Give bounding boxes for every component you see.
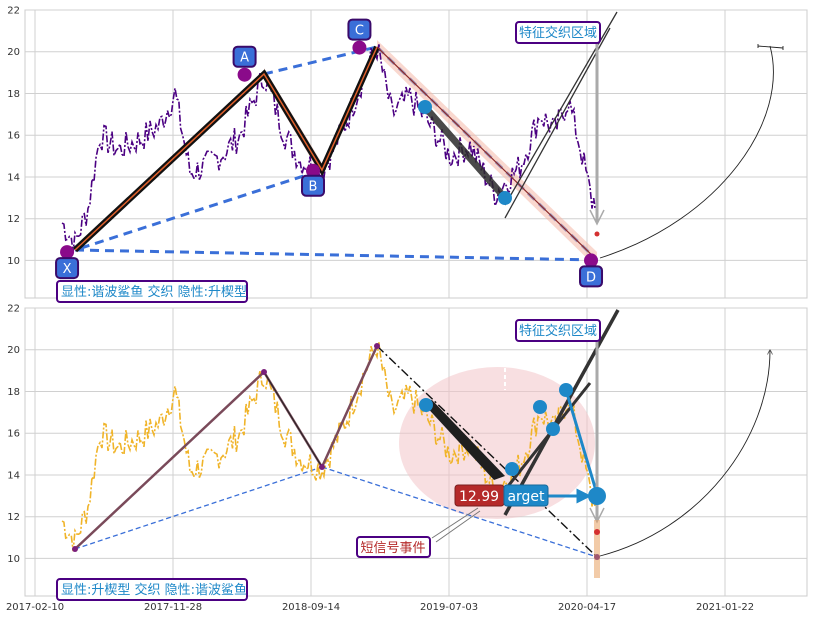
top-cd-line: [376, 46, 598, 261]
top-zone-arrowhead: [589, 209, 605, 226]
pattern-point-label: C: [355, 24, 364, 39]
y-tick-label: 20: [7, 47, 20, 58]
y-tick-label: 10: [7, 256, 20, 267]
bottom-channel-band: [422, 400, 505, 480]
top-zigzag-inner: [74, 46, 378, 251]
pattern-point-badge: [347, 18, 372, 41]
bottom-signal-text: arget: [507, 489, 545, 505]
x-tick-label: 2017-02-10: [6, 602, 64, 613]
bottom-stop-band: [594, 520, 600, 578]
bottom-bd-dashed: [321, 466, 598, 558]
y-tick-label: 14: [7, 172, 20, 183]
x-tick-label: 2018-09-14: [282, 602, 340, 613]
top-zone-label-box: [515, 21, 601, 44]
top-panel-frame: [24, 9, 808, 299]
x-tick-label: 2021-01-22: [696, 602, 754, 613]
y-tick-label: 12: [7, 512, 20, 523]
bottom-ab-thin: [263, 371, 323, 468]
bottom-zone-label-box: [515, 319, 601, 342]
top-d-red-dot: [594, 231, 600, 237]
bottom-label-text: 显性:升楔型 交织 隐性:谐波鲨鱼: [61, 582, 247, 598]
y-tick-label: 22: [7, 304, 20, 315]
top-triangle-xab: [73, 71, 325, 252]
top-label-text: 显性:谐波鲨鱼 交织 隐性:升楔型: [61, 284, 247, 300]
top-projection-cap: [757, 44, 784, 50]
pattern-point-badge: [232, 45, 257, 68]
y-tick-label: 16: [7, 131, 20, 142]
pattern-point-label: A: [240, 51, 249, 66]
pattern-point-label: D: [586, 270, 596, 285]
pattern-point-badge: [579, 265, 604, 288]
y-tick-label: 12: [7, 214, 20, 225]
bottom-projection-arc: [599, 350, 770, 557]
pattern-point-badge: [55, 257, 80, 280]
top-channel-start: [418, 100, 432, 114]
x-tick-labels: 2017-02-10 2017-11-28 2018-09-14 2019-07-03…: [6, 602, 754, 613]
top-channel-end: [498, 191, 512, 205]
y-tick-label: 18: [7, 387, 20, 398]
y-tick-label: 20: [7, 345, 20, 356]
top-y-tick-labels: 10 12 14 16 18 20 22: [7, 6, 20, 267]
top-zone-label: 特征交织区域: [519, 25, 597, 41]
bottom-c-dot: [374, 343, 380, 349]
bottom-channel-start: [419, 398, 433, 412]
pattern-point-label: B: [309, 180, 318, 195]
bottom-y-tick-labels: 10 12 14 16 18 20 22: [7, 304, 20, 565]
bottom-event-label: 短信号事件: [360, 541, 425, 556]
pattern-point-marker: [60, 245, 75, 260]
top-panel: 10 12 14 16 18 20 22 X A B C D 特征交织区域: [7, 6, 808, 303]
pattern-point-marker: [237, 67, 252, 82]
pattern-point-marker: [584, 253, 599, 268]
top-projection-arc: [599, 45, 774, 259]
y-tick-label: 10: [7, 554, 20, 565]
bottom-red-dot: [594, 529, 600, 535]
bottom-xb-dashed: [74, 466, 323, 550]
top-xd-dashed: [74, 248, 598, 262]
pattern-point-label: X: [63, 262, 72, 277]
bottom-blue-leg: [564, 389, 599, 495]
bottom-a-dot: [261, 369, 267, 375]
x-tick-label: 2020-04-17: [558, 602, 616, 613]
bottom-panel: 10 12 14 16 18 20 22 2017-02-10 2017-11-28 2018-…: [6, 304, 808, 613]
bottom-target-marker: [588, 487, 606, 505]
x-tick-label: 2017-11-28: [144, 602, 202, 613]
bottom-label-box: [56, 578, 248, 601]
bottom-event-arrow: [431, 507, 481, 543]
bottom-wedge-p2: [533, 400, 547, 414]
bottom-wedge-lower: [503, 382, 592, 491]
pattern-point-marker: [306, 163, 321, 178]
y-tick-label: 18: [7, 89, 20, 100]
pattern-point-badge: [301, 174, 326, 197]
y-tick-label: 16: [7, 429, 20, 440]
top-label-box: [56, 280, 248, 303]
y-tick-label: 14: [7, 470, 20, 481]
bottom-wedge-p1: [505, 462, 519, 476]
bottom-x-dot: [72, 546, 78, 552]
top-pattern-points: X A B C D: [55, 18, 604, 288]
bottom-wedge-p3: [546, 422, 560, 436]
top-channel-line: [422, 104, 508, 201]
bottom-signal-value: 12.99: [459, 489, 499, 505]
x-tick-label: 2019-07-03: [420, 602, 478, 613]
bottom-signal-text-box: [503, 484, 549, 507]
bottom-zone-label: 特征交织区域: [519, 323, 597, 339]
bottom-b-dot: [319, 464, 325, 470]
top-wedge-lower: [504, 27, 611, 219]
bottom-wedge-upper: [503, 309, 620, 516]
bottom-event-label-box: [356, 536, 431, 558]
pattern-point-marker: [352, 40, 367, 55]
y-tick-label: 22: [7, 6, 20, 17]
